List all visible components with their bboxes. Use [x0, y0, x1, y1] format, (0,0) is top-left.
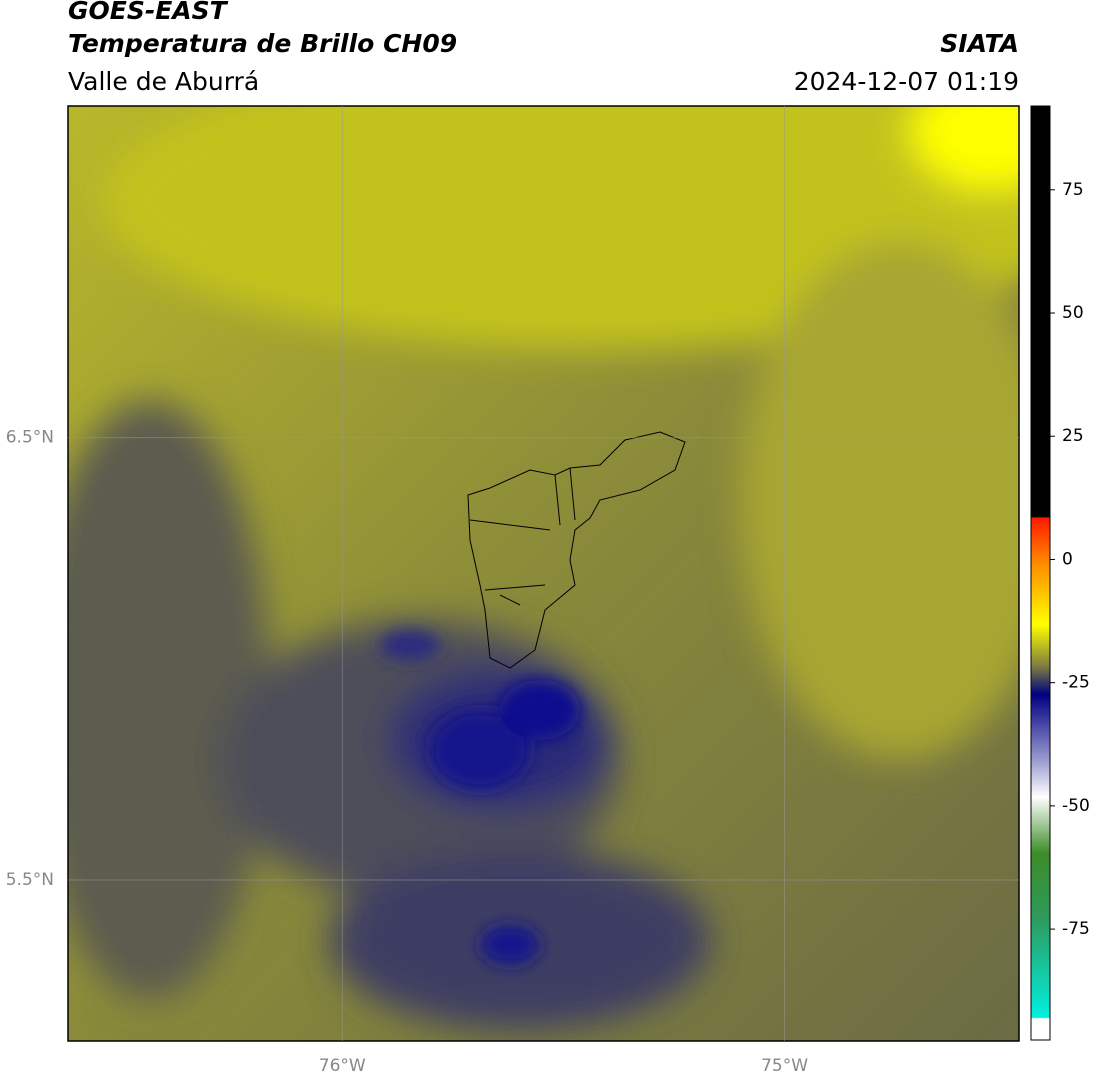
colorbar-tick-label: 50	[1062, 303, 1084, 323]
y-tick-label: 6.5°N	[6, 428, 54, 448]
boundary	[467, 431, 686, 669]
colorbar-tick-label: -50	[1062, 796, 1090, 816]
y-tick-label: 5.5°N	[6, 870, 54, 890]
timestamp: 2024-12-07 01:19	[794, 67, 1019, 96]
colorbar-tick-label: -25	[1062, 673, 1090, 693]
x-tick-label: 76°W	[319, 1056, 366, 1076]
region: Valle de Aburrá	[68, 67, 259, 96]
field	[68, 106, 1019, 1041]
subtitle: Temperatura de Brillo CH09	[68, 29, 457, 58]
source: SIATA	[940, 29, 1019, 58]
colorbar-tick-label: -75	[1062, 919, 1090, 939]
colorbar-tick-label: 75	[1062, 180, 1084, 200]
colorbar	[1030, 105, 1051, 1041]
colorbar-tick-label: 25	[1062, 426, 1084, 446]
map-frame	[67, 105, 1020, 1042]
x-tick-label: 75°W	[761, 1056, 808, 1076]
colorbar-tick-label: 0	[1062, 549, 1073, 569]
title: GOES-EAST	[68, 0, 229, 25]
